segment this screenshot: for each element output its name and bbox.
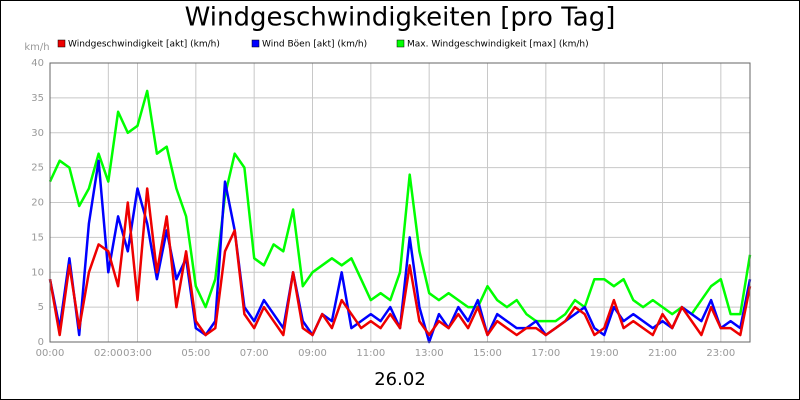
legend-swatch: [251, 39, 260, 48]
legend-swatch: [396, 39, 405, 48]
y-tick-label: 5: [38, 302, 44, 313]
x-tick-label: 05:00: [181, 348, 210, 359]
x-tick-label: 02:00: [94, 348, 123, 359]
x-tick-label: 13:00: [415, 348, 444, 359]
y-tick-label: 10: [31, 267, 44, 278]
legend-label: Max. Windgeschwindigkeit [max] (km/h): [407, 40, 589, 50]
legend-swatch: [57, 39, 66, 48]
y-tick-label: 30: [31, 128, 44, 139]
x-tick-label: 09:00: [298, 348, 327, 359]
y-tick-label: 0: [38, 337, 44, 348]
y-tick-label: 35: [31, 93, 44, 104]
y-tick-label: 15: [31, 232, 44, 243]
x-tick-label: 11:00: [356, 348, 385, 359]
x-tick-label: 15:00: [473, 348, 502, 359]
x-tick-label: 00:00: [36, 348, 65, 359]
legend-label: Windgeschwindigkeit [akt] (km/h): [68, 40, 220, 50]
legend-label: Wind Böen [akt] (km/h): [262, 40, 367, 50]
x-tick-label: 07:00: [240, 348, 269, 359]
chart-title: Windgeschwindigkeiten [pro Tag]: [185, 3, 616, 33]
y-tick-label: 25: [31, 163, 44, 174]
series-line: [48, 187, 752, 337]
series-line: [48, 89, 752, 323]
y-axis-label: km/h: [24, 42, 49, 53]
y-tick-label: 40: [31, 58, 44, 69]
x-tick-label: 21:00: [648, 348, 677, 359]
x-tick-label: 03:00: [123, 348, 152, 359]
plot-border: [49, 62, 751, 343]
x-tick-label: 19:00: [590, 348, 619, 359]
x-axis-label: 26.02: [374, 369, 426, 390]
y-tick-label: 20: [31, 198, 44, 209]
x-tick-label: 17:00: [531, 348, 560, 359]
x-tick-label: 23:00: [706, 348, 735, 359]
